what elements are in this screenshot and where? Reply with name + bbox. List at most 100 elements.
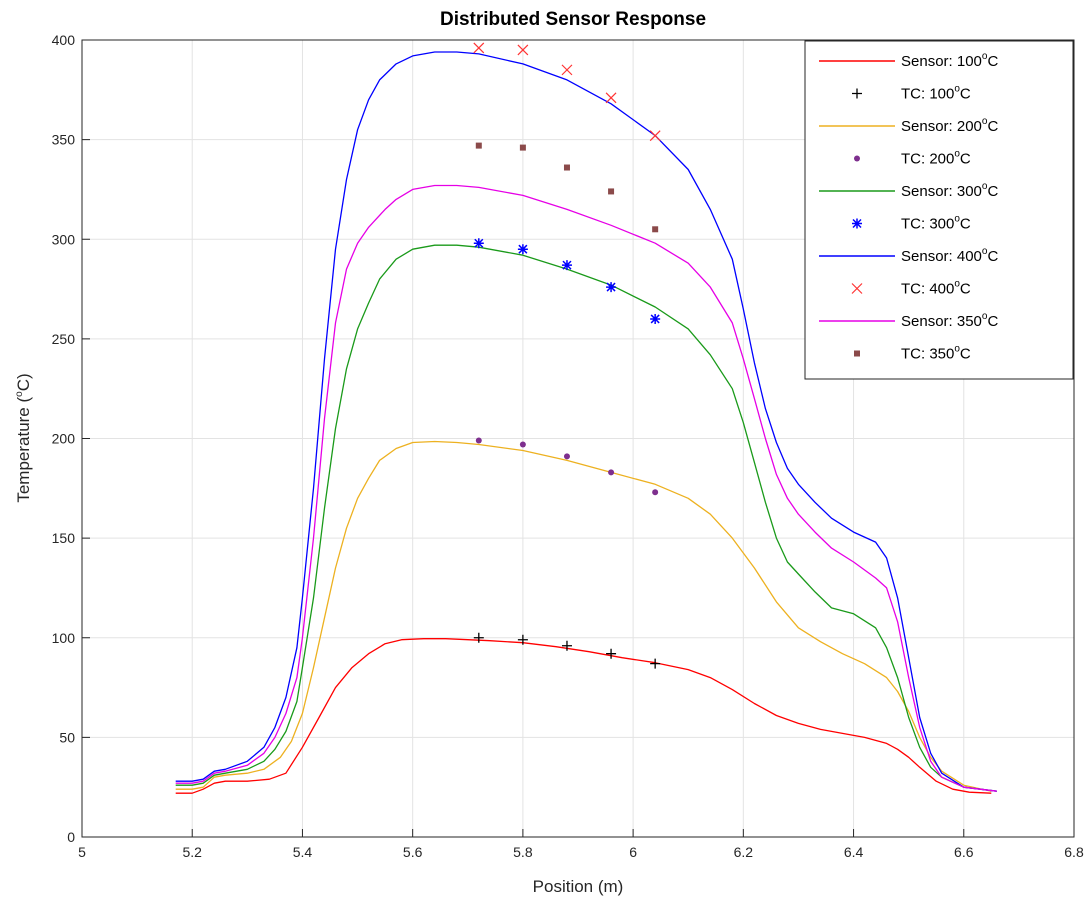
legend-label-superscript: o <box>982 246 988 257</box>
series-8 <box>175 184 997 792</box>
legend-label-suffix: C <box>987 53 998 70</box>
x-axis-title: Position (m) <box>533 877 624 896</box>
data-point <box>473 632 484 643</box>
series-5 <box>473 238 661 324</box>
y-axis-title-superscript: o <box>14 391 25 397</box>
data-point <box>563 453 570 460</box>
y-tick-label: 150 <box>52 530 76 546</box>
legend-label-suffix: C <box>960 216 971 233</box>
series-4 <box>175 244 997 792</box>
data-point <box>650 658 661 669</box>
data-point <box>519 441 526 448</box>
series-2 <box>175 440 992 792</box>
legend-label-superscript: o <box>954 149 960 160</box>
series-line <box>175 244 997 792</box>
legend-item: Sensor: 100oC <box>819 51 998 70</box>
legend-label-suffix: C <box>960 281 971 298</box>
legend-marker-swatch <box>852 218 862 229</box>
legend-label: Sensor: 400oC <box>901 246 998 265</box>
legend-item: Sensor: 200oC <box>819 116 998 135</box>
legend-label: TC: 350oC <box>901 344 971 363</box>
chart-title: Distributed Sensor Response <box>440 9 706 30</box>
y-axis-title-prefix: Temperature ( <box>14 397 33 503</box>
series-6 <box>175 51 997 792</box>
x-tick-label: 5.2 <box>182 844 202 860</box>
data-point <box>517 634 528 645</box>
legend-label-prefix: Sensor: 350 <box>901 313 982 330</box>
legend-marker-swatch <box>852 88 862 99</box>
legend-marker-swatch <box>851 283 863 294</box>
legend-item: TC: 300oC <box>852 214 971 233</box>
legend-label-suffix: C <box>987 183 998 200</box>
legend-label-prefix: Sensor: 400 <box>901 248 982 265</box>
x-tick-label: 6 <box>629 844 637 860</box>
data-point <box>652 489 659 496</box>
legend-label-prefix: TC: 300 <box>901 216 954 233</box>
data-point <box>475 437 482 444</box>
series-line <box>175 51 997 792</box>
legend-label-superscript: o <box>982 181 988 192</box>
legend-label: TC: 300oC <box>901 214 971 233</box>
legend-label-superscript: o <box>954 214 960 225</box>
y-axis-title: Temperature (oC) <box>14 373 33 502</box>
legend-label: TC: 200oC <box>901 149 971 168</box>
data-point <box>473 42 485 54</box>
data-point <box>650 313 661 324</box>
legend-label-superscript: o <box>954 344 960 355</box>
legend-label-prefix: TC: 400 <box>901 281 954 298</box>
data-point <box>473 238 484 249</box>
series-1 <box>473 632 661 669</box>
legend-item: Sensor: 350oC <box>819 311 998 330</box>
legend-label-suffix: C <box>960 346 971 363</box>
legend-label: Sensor: 100oC <box>901 51 998 70</box>
data-point <box>563 164 570 171</box>
legend-marker-swatch <box>854 155 860 162</box>
data-point <box>606 282 617 293</box>
series-line <box>175 184 997 792</box>
x-tick-label: 6.4 <box>844 844 864 860</box>
legend-item: TC: 200oC <box>854 149 971 168</box>
series-line <box>175 440 992 792</box>
legend-label: TC: 100oC <box>901 84 971 103</box>
legend-label-suffix: C <box>960 86 971 103</box>
legend-item: Sensor: 300oC <box>819 181 998 200</box>
x-tick-label: 6.6 <box>954 844 974 860</box>
legend-label-suffix: C <box>987 248 998 265</box>
x-tick-label: 5.4 <box>293 844 313 860</box>
x-tick-label: 6.8 <box>1064 844 1084 860</box>
legend-label-superscript: o <box>954 84 960 95</box>
x-tick-label: 5.6 <box>403 844 423 860</box>
legend-label: TC: 400oC <box>901 279 971 298</box>
x-tick-label: 5.8 <box>513 844 533 860</box>
data-point <box>652 226 659 233</box>
data-point <box>649 130 661 142</box>
legend-label-suffix: C <box>960 151 971 168</box>
legend-item: TC: 100oC <box>852 84 971 103</box>
legend-label-prefix: Sensor: 200 <box>901 118 982 135</box>
legend-label-suffix: C <box>987 313 998 330</box>
y-tick-label: 400 <box>52 32 76 48</box>
legend-box <box>804 40 1074 380</box>
x-tick-label: 6.2 <box>734 844 754 860</box>
legend-item: Sensor: 400oC <box>819 246 998 265</box>
legend-label-prefix: Sensor: 100 <box>901 53 982 70</box>
data-point <box>519 144 526 151</box>
y-tick-label: 300 <box>52 231 76 247</box>
legend-label-suffix: C <box>987 118 998 135</box>
legend-label-prefix: TC: 100 <box>901 86 954 103</box>
data-point <box>608 188 615 195</box>
data-point <box>608 469 615 476</box>
data-point <box>561 260 572 271</box>
y-tick-label: 50 <box>59 729 75 745</box>
legend-marker-swatch <box>854 350 860 357</box>
series-0 <box>175 638 992 794</box>
series-9 <box>475 142 659 233</box>
legend-label-prefix: TC: 200 <box>901 151 954 168</box>
legend-label: Sensor: 300oC <box>901 181 998 200</box>
series-7 <box>473 42 661 142</box>
series-line <box>175 638 992 794</box>
series-3 <box>475 437 659 496</box>
legend-label-prefix: TC: 350 <box>901 346 954 363</box>
data-point <box>605 92 617 104</box>
